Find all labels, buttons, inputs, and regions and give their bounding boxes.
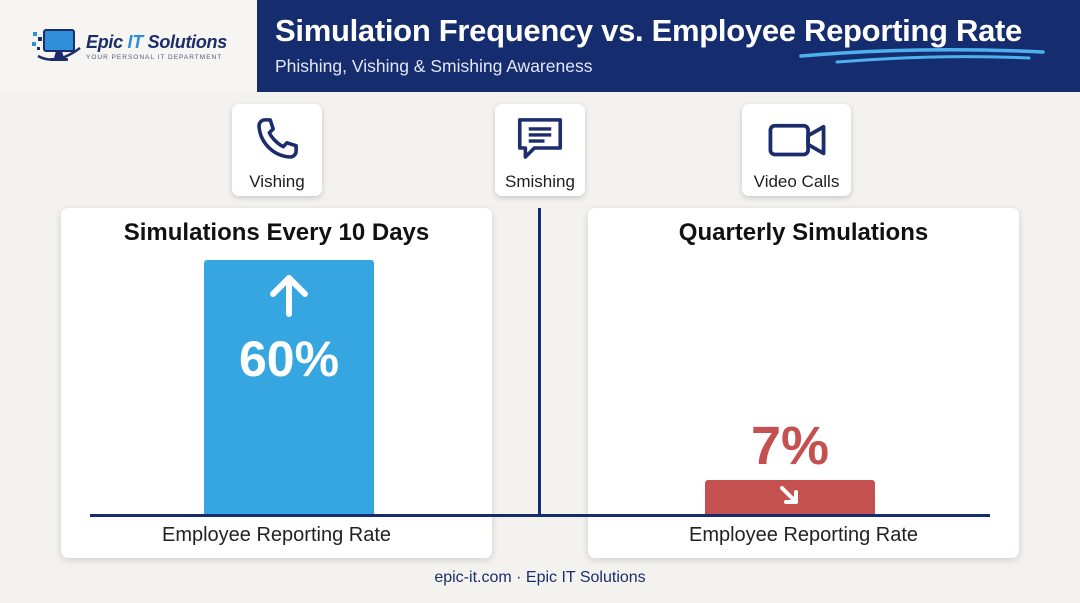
- panel-low-frequency: Quarterly Simulations 7% Employee Report…: [588, 208, 1019, 558]
- bar: [705, 480, 875, 515]
- arrow-down-right-icon: [780, 486, 798, 504]
- bar: 60%: [204, 260, 374, 515]
- center-divider: [538, 208, 541, 516]
- x-axis-label: Employee Reporting Rate: [161, 524, 391, 546]
- page-subtitle: Phishing, Vishing & Smishing Awareness: [275, 56, 593, 76]
- page-title: Simulation Frequency vs. Employee Report…: [275, 13, 1022, 48]
- tile-smishing: Smishing: [495, 104, 585, 196]
- category-label: Quarterly Simulations: [678, 219, 929, 246]
- tile-label: Smishing: [505, 172, 575, 191]
- brand-logo: Epic IT Solutions YOUR PERSONAL IT DEPAR…: [0, 0, 257, 92]
- tile-vishing: Vishing: [232, 104, 322, 196]
- tile-video-calls: Video Calls: [742, 104, 851, 196]
- phone-icon: [257, 118, 298, 159]
- panel-high-frequency: Simulations Every 10 Days 60% Employee R…: [61, 208, 492, 558]
- category-label: Simulations Every 10 Days: [123, 219, 430, 246]
- brand-name: Epic IT Solutions: [86, 31, 227, 52]
- tile-label: Video Calls: [753, 172, 840, 191]
- monitor-logo-icon: [32, 29, 81, 61]
- x-axis-label: Employee Reporting Rate: [688, 524, 918, 546]
- header-banner: Simulation Frequency vs. Employee Report…: [257, 0, 1080, 92]
- video-camera-icon: [768, 123, 825, 157]
- brand-tagline: YOUR PERSONAL IT DEPARTMENT: [86, 53, 223, 61]
- footer-text: epic-it.com · Epic IT Solutions: [434, 569, 646, 586]
- data-label: 60%: [238, 331, 340, 387]
- chat-icon: [517, 118, 563, 159]
- tile-label: Vishing: [249, 172, 305, 191]
- underline-swoosh: [799, 48, 1045, 64]
- arrow-up-icon: [270, 275, 308, 317]
- data-label: 7%: [750, 416, 830, 476]
